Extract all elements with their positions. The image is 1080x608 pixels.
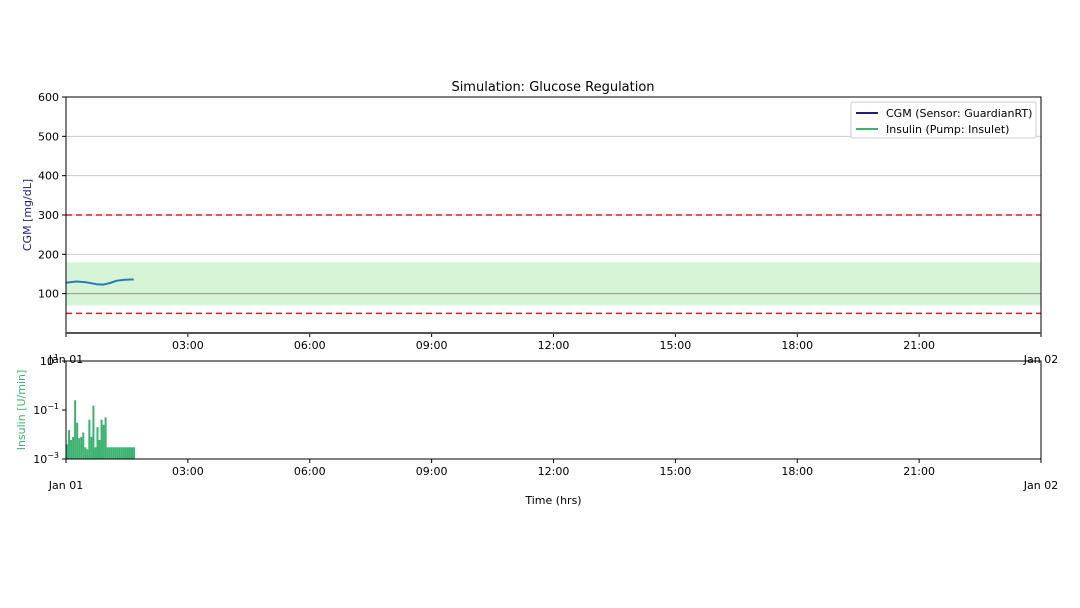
cgm-y-tick-label-3: 400 [38, 170, 59, 183]
x-axis-label: Time (hrs) [524, 494, 581, 507]
insulin-bar-13 [92, 405, 95, 459]
insulin-x-tick-label-5: 15:00 [660, 465, 692, 478]
insulin-bar-10 [86, 449, 89, 459]
cgm-x-tick-label-7: 21:00 [903, 339, 935, 352]
chart-title: Simulation: Glucose Regulation [451, 80, 654, 95]
insulin-bar-29 [124, 447, 127, 459]
cgm-y-tick-label-4: 500 [38, 130, 59, 143]
insulin-x-tick-label-3: 09:00 [416, 465, 448, 478]
insulin-bar-7 [80, 436, 83, 459]
cgm-x-tick-label-1: 03:00 [172, 339, 204, 352]
insulin-bar-27 [120, 447, 123, 459]
insulin-bars-layer [66, 400, 136, 459]
insulin-bar-25 [116, 447, 119, 459]
target-range-band [66, 262, 1041, 306]
insulin-bar-3 [72, 436, 75, 459]
insulin-x-tick-label-0: Jan 01 [48, 479, 83, 492]
legend-box [850, 101, 1037, 139]
cgm-x-tick-label-5: 15:00 [660, 339, 692, 352]
cgm-x-ticks: Jan 01 03:00 06:00 09:00 12:00 15:00 18:00 21:0… [48, 333, 1058, 366]
insulin-bar-12 [90, 436, 93, 459]
insulin-plot: 10−3 10−1 101 Jan 01 03:00 06:00 09:00 12:00 15… [15, 353, 1058, 507]
cgm-x-tick-label-2: 06:00 [294, 339, 326, 352]
cgm-y-tick-label-1: 200 [38, 248, 59, 261]
insulin-bar-15 [96, 427, 99, 459]
insulin-bar-1 [68, 430, 71, 459]
insulin-bar-16 [98, 439, 101, 459]
insulin-x-tick-label-4: 12:00 [538, 465, 570, 478]
insulin-x-tick-label-1: 03:00 [172, 465, 204, 478]
cgm-y-ticks: 100 200 300 400 500 600 [38, 91, 66, 301]
insulin-bar-14 [94, 447, 97, 459]
insulin-x-tick-label-2: 06:00 [294, 465, 326, 478]
insulin-y-axis-label: Insulin [U/min] [15, 370, 28, 451]
insulin-bar-19 [104, 417, 107, 459]
cgm-grid [66, 135, 1041, 315]
insulin-bar-30 [126, 447, 129, 459]
insulin-bar-21 [108, 447, 111, 459]
insulin-y-tick-label-1: 10−1 [33, 402, 59, 417]
cgm-x-tick-label-6: 18:00 [781, 339, 813, 352]
insulin-x-ticks: Jan 01 03:00 06:00 09:00 12:00 15:00 18:00 21:0… [48, 459, 1058, 492]
cgm-series-layer [65, 278, 134, 286]
cgm-plot: 100 200 300 400 500 600 Jan 01 03:00 06:00 09:00… [21, 91, 1058, 366]
cgm-y-tick-label-5: 600 [38, 91, 59, 104]
insulin-bar-31 [128, 447, 131, 459]
insulin-bar-8 [82, 432, 85, 459]
insulin-bar-9 [84, 447, 87, 459]
insulin-bar-5 [76, 422, 79, 459]
cgm-x-tick-label-0: Jan 01 [48, 353, 83, 366]
insulin-y-tick-label-0: 10−3 [33, 451, 59, 466]
insulin-bar-32 [131, 447, 134, 459]
insulin-bar-33 [133, 447, 136, 459]
cgm-y-tick-label-2: 300 [38, 209, 59, 222]
insulin-bar-26 [118, 447, 121, 459]
insulin-axes-frame [65, 360, 1042, 460]
legend-label-1: Insulin (Pump: Insulet) [886, 123, 1009, 136]
insulin-bar-23 [112, 447, 115, 459]
legend-label-0: CGM (Sensor: GuardianRT) [886, 107, 1032, 120]
legend: CGM (Sensor: GuardianRT) Insulin (Pump: I… [850, 101, 1037, 139]
insulin-bar-6 [78, 438, 81, 459]
cgm-x-tick-label-4: 12:00 [538, 339, 570, 352]
cgm-x-tick-label-8: Jan 02 [1023, 353, 1058, 366]
insulin-y-tick-label-2: 101 [40, 353, 59, 368]
insulin-bar-4 [74, 400, 77, 459]
insulin-bar-20 [106, 447, 109, 459]
insulin-bar-18 [102, 424, 105, 459]
insulin-bar-2 [70, 439, 73, 459]
insulin-x-tick-label-8: Jan 02 [1023, 479, 1058, 492]
insulin-bar-0 [66, 444, 69, 459]
cgm-background-layer [66, 262, 1041, 306]
insulin-bar-24 [114, 447, 117, 459]
insulin-x-tick-label-6: 18:00 [781, 465, 813, 478]
cgm-y-axis-label: CGM [mg/dL] [21, 179, 34, 251]
insulin-x-tick-label-7: 21:00 [903, 465, 935, 478]
cgm-series-line-0 [65, 278, 134, 286]
cgm-x-tick-label-3: 09:00 [416, 339, 448, 352]
insulin-bar-22 [110, 447, 113, 459]
insulin-bar-11 [88, 419, 91, 459]
insulin-y-ticks: 10−3 10−1 101 [33, 353, 66, 466]
cgm-y-tick-label-0: 100 [38, 288, 59, 301]
insulin-bar-28 [122, 447, 125, 459]
insulin-bar-17 [100, 419, 103, 459]
